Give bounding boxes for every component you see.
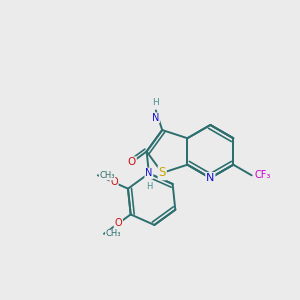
Text: CF₃: CF₃: [254, 170, 270, 180]
Text: CH₃: CH₃: [99, 171, 115, 180]
Text: O: O: [115, 218, 122, 228]
Text: N: N: [152, 113, 160, 123]
Text: H: H: [152, 98, 159, 107]
Text: N: N: [145, 168, 153, 178]
Text: H: H: [146, 182, 152, 191]
Text: N: N: [206, 173, 214, 183]
Text: S: S: [158, 167, 166, 179]
Text: O: O: [110, 177, 118, 188]
Text: CH₃: CH₃: [106, 229, 121, 238]
Text: O: O: [128, 157, 136, 167]
